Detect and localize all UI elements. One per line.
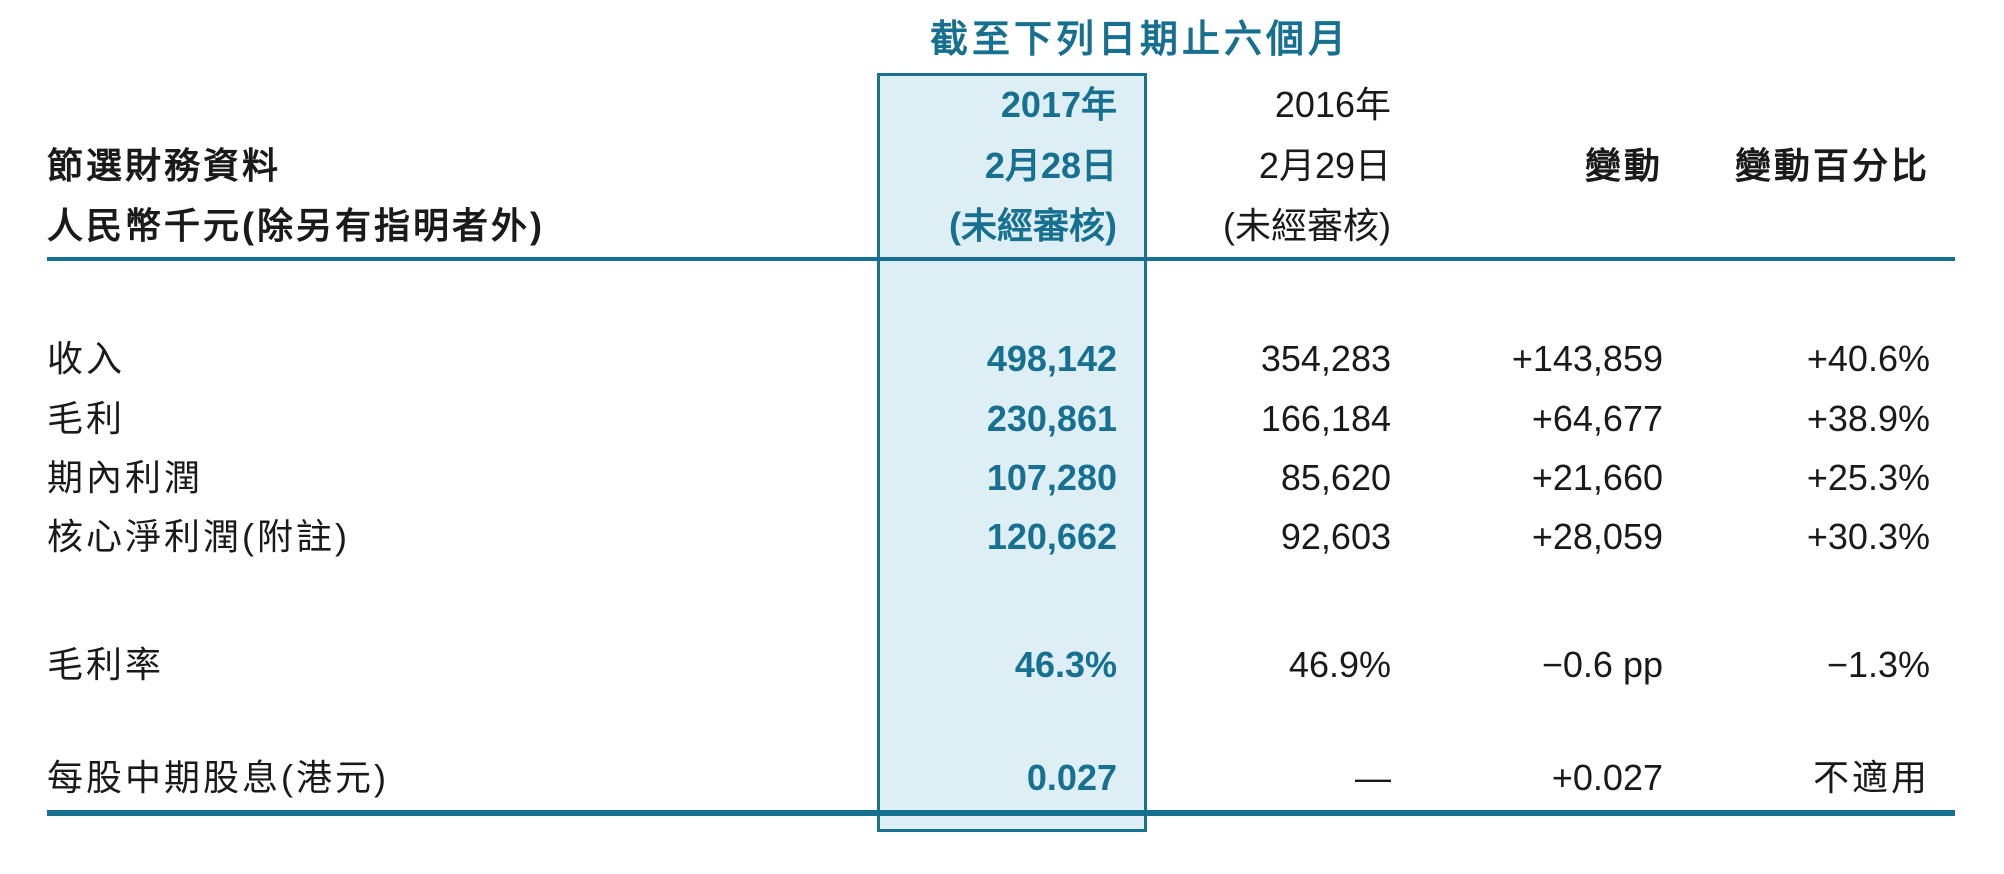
row-label-gross-margin: 毛利率 — [47, 644, 165, 685]
cell-gross-margin-change: −0.6 pp — [1541, 644, 1663, 685]
col-header-prior-date: 2月29日 — [1258, 145, 1391, 186]
stub-header-selected-financial-data: 節選財務資料 — [47, 145, 282, 186]
col-header-prior-year: 2016年 — [1274, 84, 1391, 125]
cell-gross-margin-current: 46.3% — [1014, 644, 1117, 685]
cell-revenue-change: +143,859 — [1511, 338, 1663, 379]
cell-interim-dividend-current: 0.027 — [1026, 757, 1117, 798]
header-rule — [47, 257, 1955, 261]
row-label-interim-dividend: 每股中期股息(港元) — [47, 757, 389, 798]
col-header-current-year: 2017年 — [1000, 84, 1117, 125]
highlight-column-box — [877, 73, 1147, 832]
cell-period-profit-prior: 85,620 — [1280, 457, 1391, 498]
cell-gross-margin-change-pct: −1.3% — [1826, 644, 1930, 685]
cell-gross-profit-prior: 166,184 — [1260, 398, 1391, 439]
cell-period-profit-current: 107,280 — [986, 457, 1117, 498]
row-label-gross-profit: 毛利 — [47, 398, 126, 439]
col-header-current-note: (未經審核) — [949, 205, 1117, 246]
cell-gross-profit-change-pct: +38.9% — [1806, 398, 1930, 439]
cell-core-net-profit-change-pct: +30.3% — [1806, 516, 1930, 557]
col-header-current-date: 2月28日 — [984, 145, 1117, 186]
cell-gross-profit-change: +64,677 — [1531, 398, 1663, 439]
cell-core-net-profit-current: 120,662 — [986, 516, 1117, 557]
period-title: 截至下列日期止六個月 — [929, 19, 1350, 61]
cell-gross-profit-current: 230,861 — [986, 398, 1117, 439]
stub-header-units-note: 人民幣千元(除另有指明者外) — [47, 205, 545, 246]
cell-revenue-change-pct: +40.6% — [1806, 338, 1930, 379]
cell-revenue-current: 498,142 — [986, 338, 1117, 379]
col-header-change-pct: 變動百分比 — [1734, 145, 1930, 186]
row-label-core-net-profit: 核心淨利潤(附註) — [47, 516, 350, 557]
bottom-rule — [47, 810, 1955, 816]
cell-gross-margin-prior: 46.9% — [1288, 644, 1391, 685]
cell-period-profit-change: +21,660 — [1531, 457, 1663, 498]
cell-core-net-profit-change: +28,059 — [1531, 516, 1663, 557]
cell-revenue-prior: 354,283 — [1260, 338, 1391, 379]
cell-interim-dividend-change: +0.027 — [1551, 757, 1663, 798]
col-header-prior-note: (未經審核) — [1223, 205, 1391, 246]
row-label-revenue: 收入 — [47, 338, 126, 379]
row-label-period-profit: 期內利潤 — [47, 457, 204, 498]
cell-interim-dividend-prior: — — [1355, 757, 1391, 798]
cell-core-net-profit-prior: 92,603 — [1280, 516, 1391, 557]
cell-interim-dividend-change-pct: 不適用 — [1812, 757, 1930, 798]
cell-period-profit-change-pct: +25.3% — [1806, 457, 1930, 498]
col-header-change: 變動 — [1584, 145, 1663, 186]
